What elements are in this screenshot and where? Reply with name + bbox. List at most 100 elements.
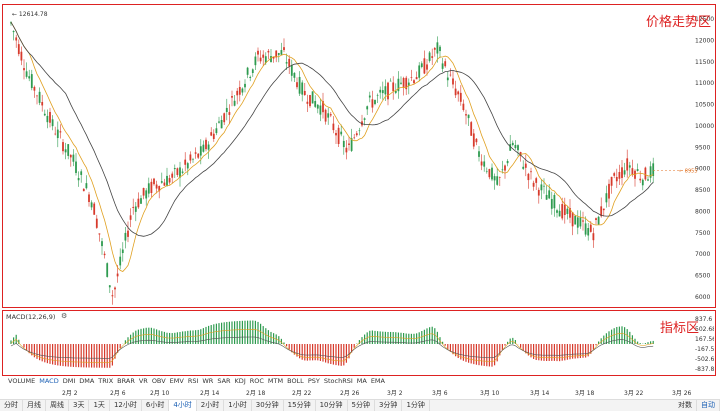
candle-body	[538, 190, 540, 196]
log-scale-button[interactable]: 对数	[674, 400, 697, 411]
timeframe-button[interactable]: 10分钟	[316, 400, 348, 411]
candle-body	[377, 95, 379, 96]
price-tick-label: 11000	[695, 80, 714, 87]
timeframe-button[interactable]: 5分钟	[348, 400, 375, 411]
candle-body	[252, 69, 254, 73]
indicator-tab-dmi[interactable]: DMI	[63, 377, 76, 385]
indicator-tab-kdj[interactable]: KDJ	[235, 377, 246, 385]
indicator-tab-emv[interactable]: EMV	[170, 377, 184, 385]
timeframe-button[interactable]: 2小时	[197, 400, 224, 411]
timeframe-button[interactable]: 3天	[69, 400, 89, 411]
candle-body	[439, 47, 441, 51]
candle-body	[78, 178, 80, 180]
candle-body	[426, 64, 428, 69]
candle-body	[304, 91, 306, 95]
price-tick-label: 10500	[695, 102, 714, 109]
price-tick-label: 7500	[695, 230, 710, 237]
candle-body	[31, 74, 33, 88]
timeframe-button[interactable]: 6小时	[142, 400, 169, 411]
indicator-tab-roc[interactable]: ROC	[250, 377, 264, 385]
indicator-tab-vr[interactable]: VR	[139, 377, 148, 385]
indicator-tab-mtm[interactable]: MTM	[268, 377, 283, 385]
date-tick-label: 3月 18	[575, 388, 594, 397]
candle-body	[611, 177, 613, 186]
candle-body	[470, 122, 472, 136]
indicator-tab-brar[interactable]: BRAR	[117, 377, 135, 385]
timeframe-button[interactable]: 3分钟	[375, 400, 402, 411]
candle-body	[125, 233, 127, 241]
candle-body	[507, 161, 509, 163]
candle-body	[106, 263, 108, 277]
indicator-tab-obv[interactable]: OBV	[152, 377, 166, 385]
candle-body	[320, 106, 322, 115]
candle-body	[301, 82, 303, 94]
candle-body	[255, 57, 257, 66]
indicator-tab-ma[interactable]: MA	[357, 377, 367, 385]
timeframe-button[interactable]: 月线	[23, 400, 46, 411]
candle-body	[382, 90, 384, 93]
candle-body	[528, 174, 530, 180]
candle-body	[535, 178, 537, 183]
candle-body	[299, 77, 301, 94]
candle-body	[260, 58, 262, 62]
price-tick-label: 11500	[695, 59, 714, 66]
date-tick-label: 2月 14	[200, 388, 219, 397]
indicator-tab-psy[interactable]: PSY	[308, 377, 320, 385]
indicator-tab-sar[interactable]: SAR	[217, 377, 230, 385]
candle-body	[455, 89, 457, 96]
candle-body	[481, 162, 483, 166]
candle-body	[564, 205, 566, 215]
candle-body	[385, 86, 387, 94]
indicator-zone-label: 指标区	[660, 317, 699, 336]
indicator-tab-rsi[interactable]: RSI	[188, 377, 199, 385]
timeframe-button[interactable]: 1小时	[224, 400, 251, 411]
candle-body	[73, 155, 75, 162]
timeframe-button[interactable]: 12小时	[110, 400, 142, 411]
candle-body	[330, 114, 332, 115]
candle-body	[473, 133, 475, 146]
candle-body	[203, 145, 205, 152]
timeframe-button[interactable]: 1分钟	[402, 400, 429, 411]
timeframe-button[interactable]: 分时	[0, 400, 23, 411]
indicator-tab-trix[interactable]: TRIX	[98, 377, 113, 385]
candle-body	[372, 99, 374, 107]
gear-icon[interactable]: ⚙	[61, 312, 67, 320]
candle-body	[450, 75, 452, 76]
timeframe-button[interactable]: 4小时	[169, 400, 196, 411]
candle-body	[286, 62, 288, 63]
candle-body	[195, 152, 197, 153]
candle-body	[593, 233, 595, 240]
candle-body	[338, 128, 340, 144]
date-tick-label: 3月 26	[672, 388, 691, 397]
candle-body	[288, 59, 290, 67]
candle-body	[109, 285, 111, 287]
candle-body	[314, 101, 316, 107]
auto-scale-button[interactable]: 自动	[697, 400, 720, 411]
timeframe-button[interactable]: 15分钟	[284, 400, 316, 411]
indicator-tab-volume[interactable]: VOLUME	[8, 377, 35, 385]
candle-body	[216, 128, 218, 133]
indicator-tab-macd[interactable]: MACD	[39, 377, 58, 385]
candle-body	[343, 141, 345, 147]
indicator-tab-boll[interactable]: BOLL	[287, 377, 304, 385]
candle-body	[117, 274, 119, 277]
candle-body	[122, 250, 124, 254]
candle-body	[187, 163, 189, 168]
timeframe-button[interactable]: 1天	[89, 400, 109, 411]
indicator-tab-wr[interactable]: WR	[202, 377, 213, 385]
timeframe-button[interactable]: 周线	[46, 400, 69, 411]
candle-body	[13, 31, 15, 32]
candle-body	[616, 177, 618, 181]
indicator-tab-stochrsi[interactable]: StochRSI	[324, 377, 353, 385]
timeframe-button[interactable]: 30分钟	[252, 400, 284, 411]
indicator-tab-dma[interactable]: DMA	[79, 377, 94, 385]
candle-body	[486, 171, 488, 172]
candle-body	[652, 163, 654, 176]
candle-body	[138, 199, 140, 208]
indicator-tab-ema[interactable]: EMA	[371, 377, 385, 385]
candle-body	[65, 149, 67, 152]
price-tick-label: 6000	[695, 294, 710, 301]
